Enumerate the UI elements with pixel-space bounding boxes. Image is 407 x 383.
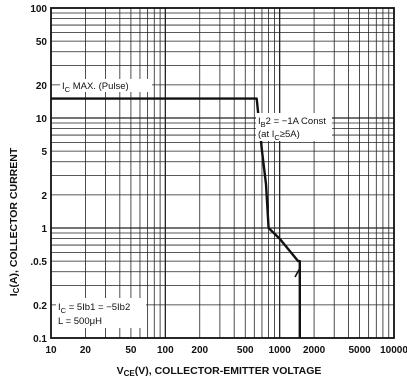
y-tick-label: 0.1 — [33, 334, 47, 345]
condition-label-bg — [56, 298, 146, 328]
x-tick-label: 2000 — [303, 345, 326, 356]
plot-frame — [50, 7, 395, 339]
ib2-label-bg — [256, 113, 332, 141]
x-tick-label: 5000 — [348, 345, 371, 356]
x-tick-label: 200 — [191, 345, 208, 356]
tick-labels: 10 20 50 100 200 500 1000 2000 5000 10000 100 50 20 1… — [30, 4, 407, 356]
y-tick-label: 0.2 — [33, 301, 47, 312]
x-tick-label: 20 — [80, 345, 92, 356]
y-axis-title: IC(A), COLLECTOR CURRENT — [8, 147, 21, 296]
x-tick-label: 50 — [125, 345, 137, 356]
y-tick-label: 2 — [41, 191, 47, 202]
x-tick-label: 10 — [45, 345, 57, 356]
ib2-label-line2: (at IC≥5A) — [258, 129, 300, 142]
condition-label-line1: IC = 5Ib1 = −5Ib2 — [58, 302, 130, 315]
y-tick-label: 5 — [41, 147, 47, 158]
ib2-label-line1: IB2 = −1A Const — [258, 116, 326, 129]
condition-label-line2: L = 500μH — [58, 316, 102, 327]
x-tick-label: 10000 — [380, 345, 407, 356]
x-tick-label: 100 — [157, 345, 174, 356]
grid — [50, 7, 395, 339]
y-tick-label: 10 — [36, 114, 48, 125]
y-tick-label: 50 — [36, 37, 48, 48]
y-tick-label: 1 — [41, 224, 47, 235]
y-tick-label: .0.5 — [30, 257, 47, 268]
ic-max-label: IC MAX. (Pulse) — [62, 81, 129, 94]
series-line — [51, 97, 301, 338]
y-tick-label: 20 — [36, 81, 48, 92]
x-axis-title: VCE(V), COLLECTOR-EMITTER VOLTAGE — [117, 365, 322, 378]
ic-max-label-bg — [60, 79, 152, 92]
x-tick-label: 500 — [237, 345, 254, 356]
y-tick-label: 100 — [30, 4, 47, 15]
curve-tick-mark — [294, 267, 301, 278]
x-tick-label: 1000 — [269, 345, 292, 356]
